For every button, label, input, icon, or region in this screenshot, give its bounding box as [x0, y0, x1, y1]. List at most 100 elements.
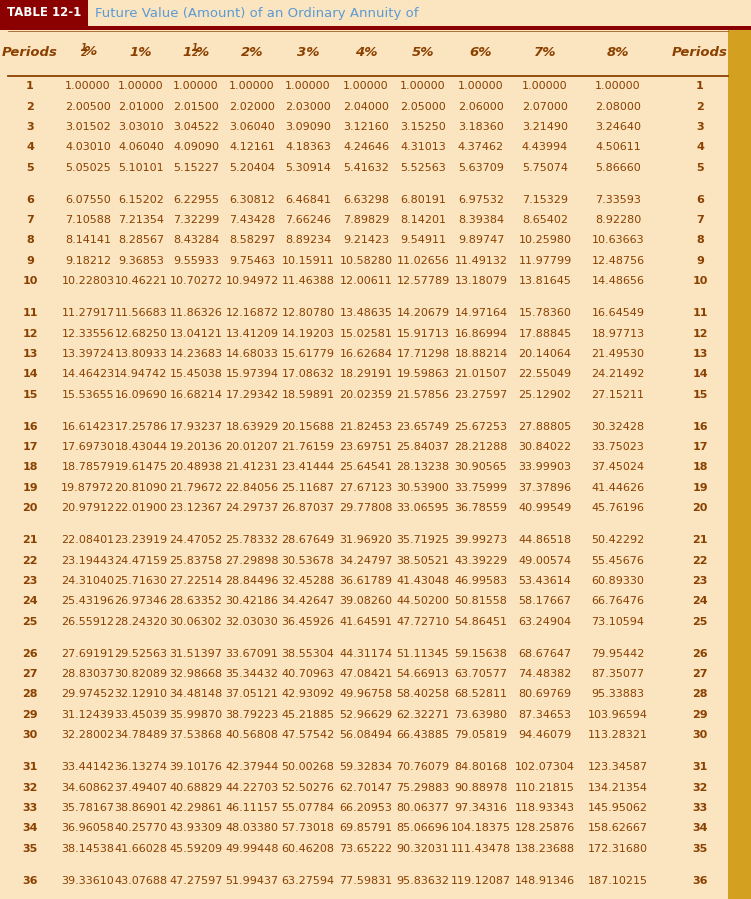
Text: 22.55049: 22.55049	[518, 369, 572, 379]
Text: 18.59891: 18.59891	[282, 389, 334, 399]
Text: 11.97799: 11.97799	[518, 255, 572, 266]
Text: 18.43044: 18.43044	[114, 442, 167, 452]
Text: 13.81645: 13.81645	[518, 276, 572, 286]
Text: 1.00000: 1.00000	[596, 81, 641, 91]
Text: 5.15227: 5.15227	[173, 163, 219, 173]
Text: 17.93237: 17.93237	[170, 422, 222, 432]
Text: 33.99903: 33.99903	[518, 462, 572, 473]
Text: 2.00500: 2.00500	[65, 102, 111, 111]
Text: 1.00000: 1.00000	[65, 81, 111, 91]
Text: 8.39384: 8.39384	[458, 215, 504, 225]
Text: 4: 4	[26, 142, 34, 152]
Text: 15.45038: 15.45038	[170, 369, 222, 379]
Text: 51.11345: 51.11345	[397, 649, 449, 659]
Text: 28.24320: 28.24320	[114, 617, 167, 627]
Text: 5: 5	[696, 163, 704, 173]
Text: 23.19443: 23.19443	[62, 556, 115, 565]
Text: 33.75023: 33.75023	[592, 442, 644, 452]
Text: 31.12439: 31.12439	[62, 710, 114, 720]
Text: 73.65222: 73.65222	[339, 843, 393, 854]
Text: 36.96058: 36.96058	[62, 823, 114, 833]
Text: 27.67123: 27.67123	[339, 483, 393, 493]
Text: 31: 31	[23, 762, 38, 772]
Text: 54.86451: 54.86451	[454, 617, 508, 627]
Text: 7%: 7%	[534, 46, 556, 58]
Text: 66.76476: 66.76476	[592, 596, 644, 606]
Text: 15.53655: 15.53655	[62, 389, 114, 399]
Text: 33: 33	[692, 803, 707, 813]
Text: 34.42647: 34.42647	[282, 596, 335, 606]
Text: 28.84496: 28.84496	[225, 576, 279, 586]
Text: 187.10215: 187.10215	[588, 876, 648, 886]
Text: 58.17667: 58.17667	[518, 596, 572, 606]
Text: 5.41632: 5.41632	[343, 163, 389, 173]
Text: 1.00000: 1.00000	[118, 81, 164, 91]
Text: 63.27594: 63.27594	[282, 876, 334, 886]
Text: 7: 7	[696, 215, 704, 225]
Text: 3%: 3%	[297, 46, 319, 58]
Text: 11.27917: 11.27917	[62, 308, 115, 318]
Text: 41.44626: 41.44626	[592, 483, 644, 493]
Text: 75.29883: 75.29883	[397, 783, 450, 793]
Text: 9: 9	[696, 255, 704, 266]
Text: 28.13238: 28.13238	[397, 462, 450, 473]
Text: 34.48148: 34.48148	[170, 690, 222, 699]
Text: 11.86326: 11.86326	[170, 308, 222, 318]
Text: 38.14538: 38.14538	[62, 843, 114, 854]
Text: 23.27597: 23.27597	[454, 389, 508, 399]
Text: 30.84022: 30.84022	[518, 442, 572, 452]
Text: 34.78489: 34.78489	[114, 730, 167, 740]
Text: 8.28567: 8.28567	[118, 236, 164, 245]
Text: 49.96758: 49.96758	[339, 690, 393, 699]
Text: 12.80780: 12.80780	[282, 308, 334, 318]
Text: 30: 30	[692, 730, 707, 740]
Text: 3.04522: 3.04522	[173, 122, 219, 132]
Text: 39.08260: 39.08260	[339, 596, 393, 606]
Text: 20.14064: 20.14064	[518, 349, 572, 359]
Text: 9.18212: 9.18212	[65, 255, 111, 266]
Text: 35.34432: 35.34432	[225, 669, 279, 679]
Text: 2.03000: 2.03000	[285, 102, 331, 111]
Text: 46.11157: 46.11157	[225, 803, 279, 813]
Text: 97.34316: 97.34316	[454, 803, 508, 813]
Text: 134.21354: 134.21354	[588, 783, 648, 793]
Text: 16: 16	[692, 422, 707, 432]
Text: 138.23688: 138.23688	[515, 843, 575, 854]
Text: 24: 24	[23, 596, 38, 606]
Text: 57.73018: 57.73018	[282, 823, 334, 833]
Text: 20.97912: 20.97912	[62, 503, 115, 513]
Text: 27: 27	[23, 669, 38, 679]
Text: 2.01500: 2.01500	[173, 102, 219, 111]
Text: 19: 19	[692, 483, 707, 493]
Text: 33.44142: 33.44142	[62, 762, 115, 772]
Text: 8.65402: 8.65402	[522, 215, 568, 225]
Text: 50.00268: 50.00268	[282, 762, 334, 772]
Text: 123.34587: 123.34587	[588, 762, 648, 772]
Text: 1%: 1%	[130, 46, 152, 58]
Text: 9.36853: 9.36853	[118, 255, 164, 266]
Text: 29.77808: 29.77808	[339, 503, 393, 513]
Text: 36.45926: 36.45926	[282, 617, 334, 627]
Text: 40.25770: 40.25770	[114, 823, 167, 833]
Text: 28: 28	[692, 690, 707, 699]
Text: 29.52563: 29.52563	[114, 649, 167, 659]
Text: 28.63352: 28.63352	[170, 596, 222, 606]
Bar	[0, 26, 751, 30]
Text: 95.33883: 95.33883	[592, 690, 644, 699]
Text: 27.15211: 27.15211	[592, 389, 644, 399]
Text: 68.52811: 68.52811	[454, 690, 508, 699]
Text: 41.66028: 41.66028	[114, 843, 167, 854]
Text: 23.12367: 23.12367	[170, 503, 222, 513]
Text: 14: 14	[23, 369, 38, 379]
Text: 18: 18	[23, 462, 38, 473]
Text: 22.01900: 22.01900	[114, 503, 167, 513]
Text: 15.61779: 15.61779	[282, 349, 334, 359]
Text: 31.51397: 31.51397	[170, 649, 222, 659]
Text: 12.16872: 12.16872	[225, 308, 279, 318]
Text: 10: 10	[692, 276, 707, 286]
Text: 13.48635: 13.48635	[339, 308, 393, 318]
Text: 31.96920: 31.96920	[339, 535, 393, 546]
Text: 9.75463: 9.75463	[229, 255, 275, 266]
Text: 8.14201: 8.14201	[400, 215, 446, 225]
Text: 10.94972: 10.94972	[225, 276, 279, 286]
